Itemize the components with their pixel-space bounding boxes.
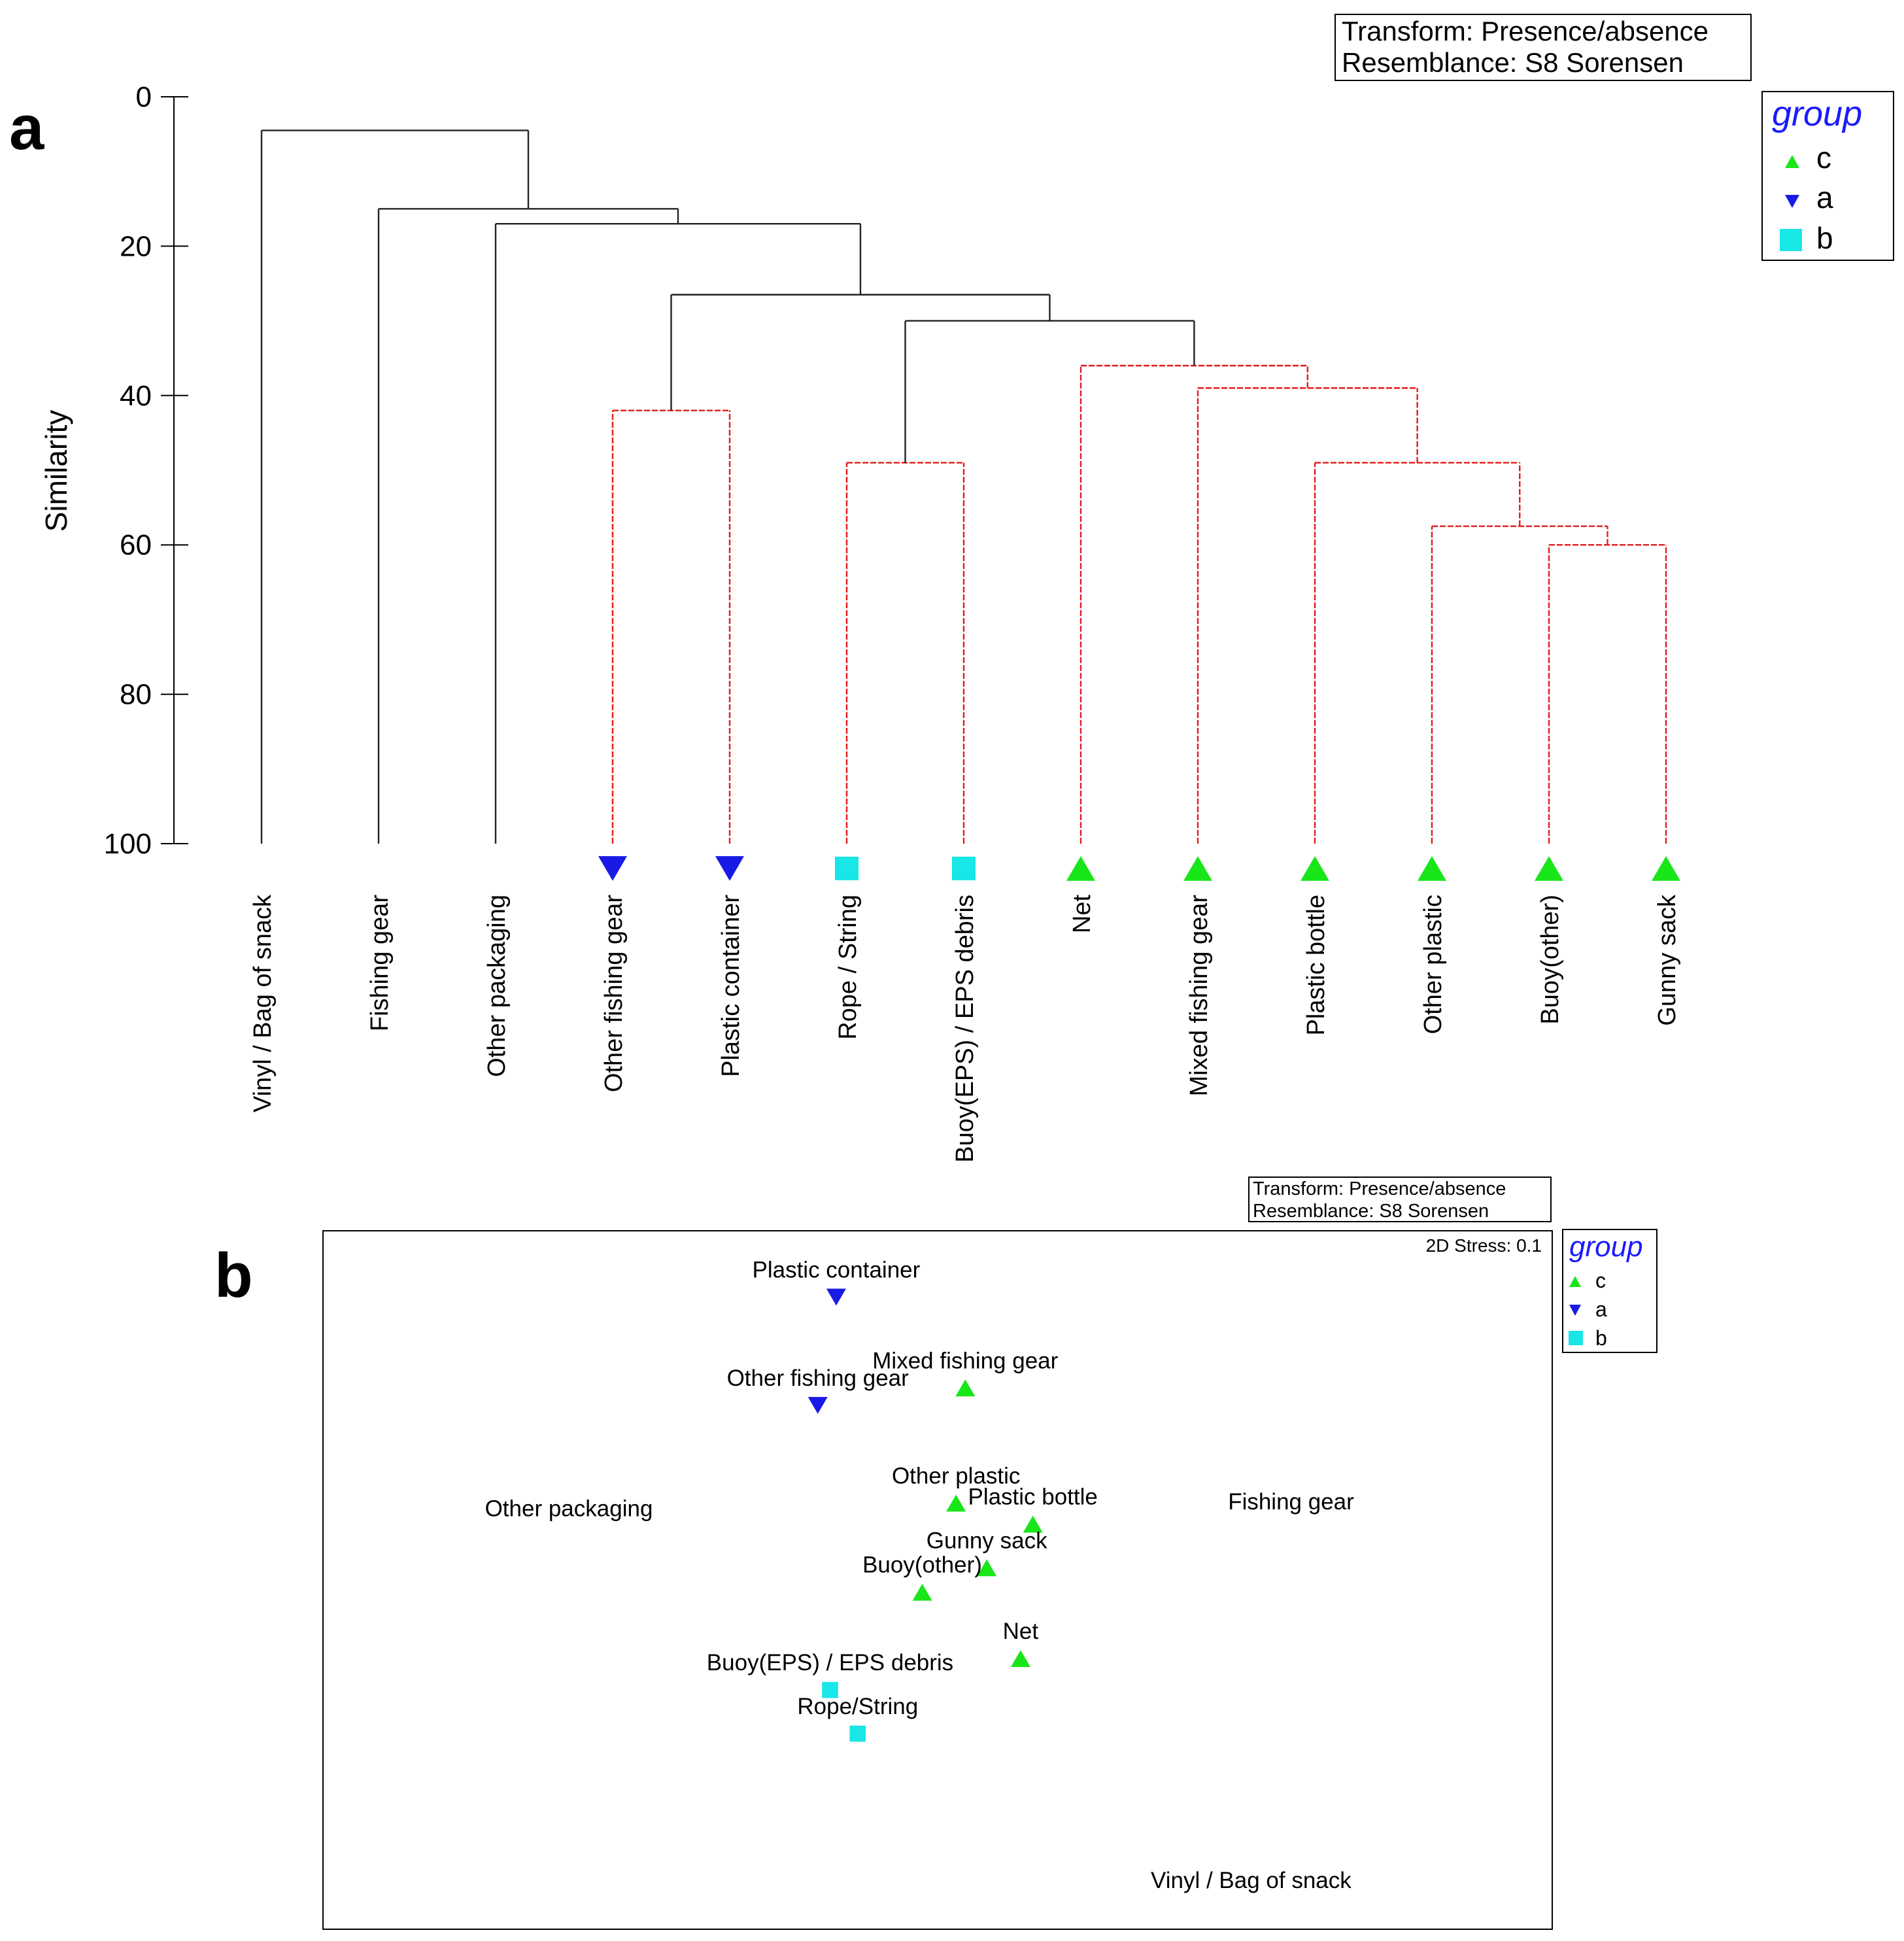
mds-point: [946, 1494, 966, 1512]
leaf-marker: [834, 856, 859, 881]
legend-label-b-a: b: [1816, 221, 1833, 255]
leaf-marker: [1652, 856, 1680, 881]
mds-point: [1010, 1650, 1030, 1668]
y-tick-label: 0: [136, 81, 152, 113]
leaf-label: Plastic container: [717, 895, 745, 1077]
panel-b-letter: b: [214, 1241, 253, 1311]
mds-point-label: Gunny sack: [926, 1528, 1047, 1553]
legend-marker-a-b: [1569, 1305, 1581, 1316]
mds-point-label: Plastic bottle: [968, 1485, 1097, 1510]
resemblance-text-b: Resemblance: S8 Sorensen: [1253, 1201, 1489, 1222]
mds-point-label: Buoy(EPS) / EPS debris: [707, 1650, 953, 1675]
mds-panel: b Transform: Presence/absence Resemblanc…: [214, 1177, 1658, 1930]
mds-labels: Plastic container Other fishing gearMixed…: [485, 1257, 1355, 1893]
transform-box-b: Transform: Presence/absence Resemblance:…: [1248, 1177, 1552, 1222]
leaf-marker: [1535, 856, 1563, 881]
mds-point-label: Vinyl / Bag of snack: [1151, 1868, 1352, 1893]
resemblance-text-a: Resemblance: S8 Sorensen: [1342, 47, 1684, 78]
mds-point: [808, 1397, 828, 1414]
mds-point-label: Fishing gear: [1228, 1489, 1354, 1515]
leaf-marker: [598, 856, 627, 881]
mds-point: [826, 1288, 846, 1306]
leaf-label: Fishing gear: [366, 895, 394, 1031]
mds-point: [955, 1379, 976, 1397]
legend-label-a-b: a: [1595, 1297, 1607, 1321]
leaf-labels: Vinyl / Bag of snack Fishing gear Other pa…: [249, 894, 1681, 1163]
leaf-label: Buoy(EPS) / EPS debris: [951, 895, 979, 1163]
legend-title-a: group: [1772, 94, 1862, 133]
leaf-marker: [951, 856, 976, 881]
leaf-label: Vinyl / Bag of snack: [249, 894, 277, 1112]
transform-text-b: Transform: Presence/absence: [1253, 1178, 1506, 1199]
mds-point-label: Net: [1003, 1619, 1039, 1644]
mds-point-label: Other fishing gear: [727, 1366, 910, 1391]
panel-a-letter: a: [9, 93, 44, 163]
y-tick-label: 80: [120, 679, 152, 711]
legend-label-b-b: b: [1595, 1326, 1607, 1350]
leaf-label: Net: [1068, 895, 1096, 934]
legend-a: group c a b: [1761, 91, 1894, 261]
leaf-label: Buoy(other): [1537, 895, 1564, 1025]
transform-box-a: Transform: Presence/absence Resemblance:…: [1334, 14, 1752, 81]
legend-marker-a-a: [1785, 195, 1799, 208]
legend-marker-b-b: [1569, 1331, 1583, 1345]
legend-label-a-a: a: [1816, 180, 1833, 215]
mds-point-label: Mixed fishing gear: [872, 1348, 1058, 1373]
mds-points: [808, 1288, 1043, 1742]
leaf-label: Mixed fishing gear: [1185, 895, 1213, 1097]
dendrogram-branches: [260, 129, 1667, 844]
mds-point-label: Other plastic: [892, 1464, 1020, 1489]
mds-point: [849, 1725, 866, 1742]
mds-point: [912, 1583, 932, 1601]
leaf-marker: [1183, 856, 1212, 881]
leaf-markers: [598, 856, 1680, 881]
y-tick-label: 100: [104, 828, 152, 860]
mds-point-label: Plastic container: [753, 1257, 921, 1282]
mds-point-label: Other packaging: [485, 1496, 653, 1522]
leaf-marker: [715, 856, 744, 881]
stress-value: 2D Stress: 0.1: [1426, 1235, 1542, 1256]
mds-point: [1023, 1515, 1043, 1533]
legend-marker-b-a: [1780, 229, 1802, 251]
mds-point: [977, 1559, 997, 1577]
leaf-label: Other plastic: [1420, 895, 1447, 1034]
leaf-marker: [1418, 856, 1446, 881]
leaf-label: Other packaging: [483, 895, 511, 1077]
legend-title-b: group: [1569, 1231, 1643, 1263]
mds-plot-frame: [322, 1230, 1553, 1930]
mds-point: [822, 1681, 838, 1698]
y-axis-title: Similarity: [39, 410, 73, 532]
legend-marker-c-a: [1785, 155, 1799, 168]
transform-text-a: Transform: Presence/absence: [1342, 16, 1708, 46]
leaf-marker: [1300, 856, 1329, 881]
mds-point-label: Buoy(other): [862, 1553, 982, 1578]
legend-label-c-a: c: [1816, 141, 1831, 175]
y-tick-label: 40: [120, 380, 152, 412]
y-tick-label: 20: [120, 230, 152, 262]
leaf-marker: [1066, 856, 1095, 881]
leaf-label: Gunny sack: [1654, 894, 1681, 1026]
mds-point-label: Rope/String: [797, 1694, 918, 1719]
leaf-label: Rope / String: [834, 895, 862, 1040]
y-axis: 0 20 40 60 80 100 Similarity: [39, 81, 188, 860]
legend-marker-c-b: [1569, 1276, 1581, 1287]
legend-b: group c a b: [1562, 1229, 1658, 1353]
y-tick-label: 60: [120, 529, 152, 561]
legend-label-c-b: c: [1595, 1269, 1606, 1292]
dendrogram-panel: a Transform: Presence/absence Resemblanc…: [9, 14, 1894, 1163]
leaf-label: Other fishing gear: [600, 895, 628, 1092]
leaf-label: Plastic bottle: [1302, 895, 1330, 1035]
